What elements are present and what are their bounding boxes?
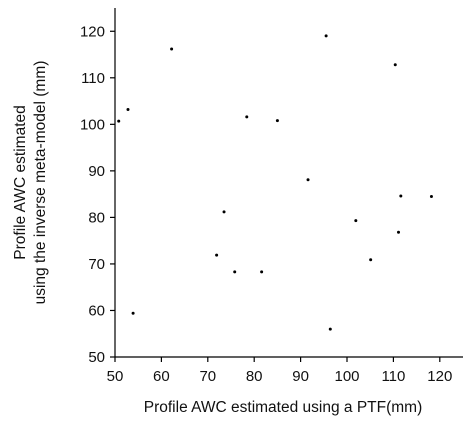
scatter-point [369,258,373,262]
y-tick-label: 60 [88,302,105,319]
y-axis-title-line-2: using the inverse meta-model (mm) [32,61,49,305]
y-tick-label: 80 [88,209,105,226]
scatter-point [126,107,130,111]
x-tick-label: 70 [199,368,216,385]
scatter-point [170,47,174,51]
x-tick-label: 50 [107,368,124,385]
scatter-point [324,34,328,38]
scatter-point [215,253,219,257]
y-tick-label: 50 [88,349,105,366]
x-tick-label: 90 [292,368,309,385]
x-tick-label: 60 [153,368,170,385]
y-tick-label: 110 [81,70,105,87]
scatter-point [260,270,264,274]
x-tick-label: 80 [246,368,263,385]
scatter-point [117,119,121,123]
y-axis-ticks: 50 60 70 80 90 100 110 120 [80,23,115,366]
scatter-point [429,194,433,198]
scatter-point [397,230,401,234]
data-points [117,34,433,331]
y-tick-label: 100 [80,116,105,133]
x-axis-ticks: 50 60 70 80 90 100 110 120 [107,357,452,385]
scatter-point [399,194,403,198]
scatter-point [245,115,249,119]
y-axis-title-line-1: Profile AWC estimated [12,105,29,259]
y-axis-title: Profile AWC estimated using the inverse m… [12,61,49,305]
x-tick-label: 110 [381,368,405,385]
scatter-point [275,119,279,123]
y-tick-label: 90 [88,163,105,180]
x-tick-label: 100 [334,368,359,385]
scatter-point [222,210,226,214]
x-axis-title: Profile AWC estimated using a PTF(mm) [144,399,423,416]
x-tick-label: 120 [427,368,452,385]
scatter-point [131,311,135,315]
scatter-point [393,63,397,67]
scatter-point [233,270,237,274]
y-tick-label: 120 [80,23,105,40]
scatter-point [354,219,358,223]
y-tick-label: 70 [88,256,105,273]
scatter-point [306,178,310,182]
scatter-point [328,327,332,331]
